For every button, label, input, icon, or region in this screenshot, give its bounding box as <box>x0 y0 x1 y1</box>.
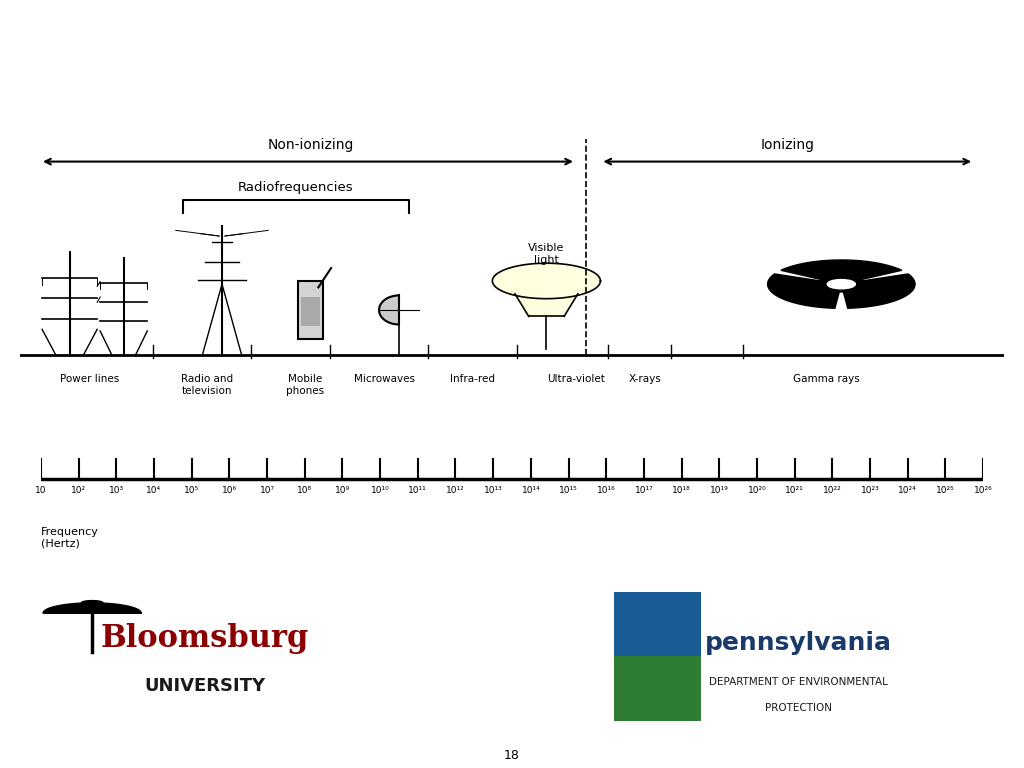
Text: 10⁸: 10⁸ <box>297 486 312 495</box>
Text: Radiofrequencies: Radiofrequencies <box>238 180 353 194</box>
Text: 10¹¹: 10¹¹ <box>409 486 427 495</box>
Text: 10²⁶: 10²⁶ <box>974 486 992 495</box>
Polygon shape <box>0 15 26 92</box>
Text: 10¹⁹: 10¹⁹ <box>710 486 729 495</box>
Text: Bloomsburg: Bloomsburg <box>100 624 309 654</box>
Text: Power lines: Power lines <box>59 375 119 385</box>
Polygon shape <box>768 274 840 308</box>
Text: X-rays: X-rays <box>629 375 662 385</box>
Text: 18: 18 <box>504 749 520 762</box>
Polygon shape <box>43 603 141 613</box>
Text: 10⁷: 10⁷ <box>259 486 274 495</box>
Text: PROTECTION: PROTECTION <box>765 703 833 713</box>
Text: 10⁹: 10⁹ <box>335 486 350 495</box>
Text: 10¹⁰: 10¹⁰ <box>371 486 389 495</box>
Text: 10⁵: 10⁵ <box>184 486 200 495</box>
Text: Radio and
television: Radio and television <box>181 375 233 396</box>
Text: 10³: 10³ <box>109 486 124 495</box>
Text: 10¹²: 10¹² <box>446 486 465 495</box>
Circle shape <box>817 276 865 292</box>
Text: 10²⁰: 10²⁰ <box>748 486 766 495</box>
Text: Ultra-violet: Ultra-violet <box>547 375 605 385</box>
Text: pennsylvania: pennsylvania <box>706 631 892 655</box>
Text: 10: 10 <box>35 486 47 495</box>
Text: Infra-red: Infra-red <box>451 375 496 385</box>
Text: 10¹⁷: 10¹⁷ <box>635 486 653 495</box>
Text: 10²: 10² <box>71 486 86 495</box>
Text: 10²⁵: 10²⁵ <box>936 486 954 495</box>
Bar <box>301 297 321 326</box>
Text: 10¹⁶: 10¹⁶ <box>597 486 615 495</box>
Circle shape <box>81 601 103 605</box>
Text: Microwaves: Microwaves <box>353 375 415 385</box>
Bar <box>298 281 324 339</box>
Text: 10²²: 10²² <box>823 486 842 495</box>
Text: Non-ionizing: Non-ionizing <box>267 138 353 152</box>
Circle shape <box>827 280 855 289</box>
Polygon shape <box>379 296 399 324</box>
Text: UNIVERSITY: UNIVERSITY <box>144 677 265 695</box>
Text: 10²³: 10²³ <box>860 486 880 495</box>
Text: 10¹⁵: 10¹⁵ <box>559 486 578 495</box>
Text: Mobile
phones: Mobile phones <box>287 375 325 396</box>
Polygon shape <box>493 263 600 299</box>
Polygon shape <box>515 294 578 316</box>
Text: 10²¹: 10²¹ <box>785 486 804 495</box>
Text: 10¹⁸: 10¹⁸ <box>672 486 691 495</box>
Bar <box>614 656 701 720</box>
Bar <box>614 591 701 720</box>
Text: Visible
light: Visible light <box>528 243 564 265</box>
Text: 10¹³: 10¹³ <box>483 486 503 495</box>
Text: Ionizing: Ionizing <box>760 138 814 152</box>
Polygon shape <box>843 274 915 308</box>
Text: 10⁴: 10⁴ <box>146 486 162 495</box>
Text: 10²⁴: 10²⁴ <box>898 486 918 495</box>
Text: Gamma rays: Gamma rays <box>794 375 860 385</box>
Polygon shape <box>781 260 902 280</box>
Text: Frequency
(Hertz): Frequency (Hertz) <box>41 527 99 548</box>
Text: DEPARTMENT OF ENVIRONMENTAL: DEPARTMENT OF ENVIRONMENTAL <box>710 677 888 687</box>
Text: 10¹⁴: 10¹⁴ <box>521 486 541 495</box>
Text: EM Radiation Types: EM Radiation Types <box>238 28 786 76</box>
Text: 10⁶: 10⁶ <box>222 486 237 495</box>
